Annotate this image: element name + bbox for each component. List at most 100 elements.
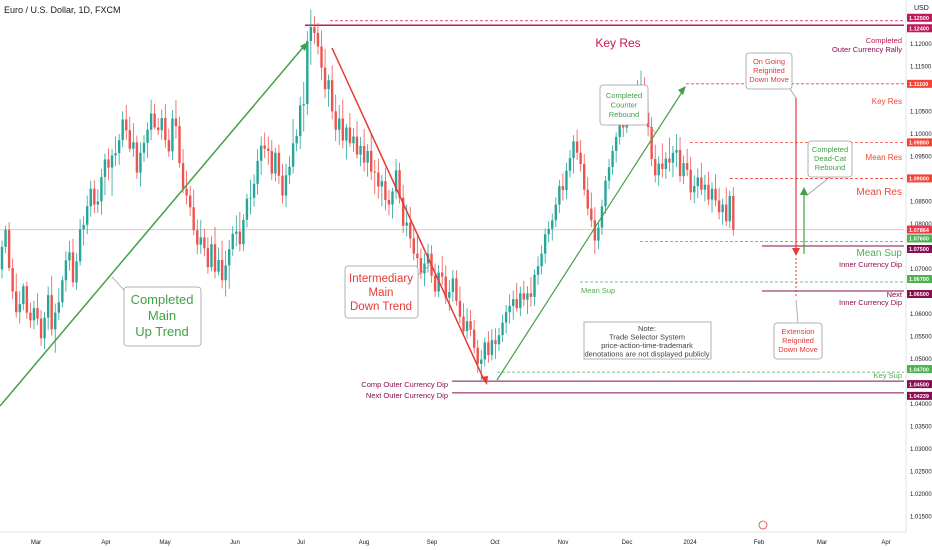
reignited-callout-text: Down Move [749, 75, 789, 84]
candle-body [7, 229, 11, 269]
candle-body [316, 32, 320, 47]
price-tag-label: 1.04500 [909, 382, 929, 388]
candle-body [494, 340, 497, 345]
candle-body [703, 184, 707, 190]
time-tick-label: Apr [881, 540, 890, 546]
candle-body [213, 244, 217, 272]
candle-body [529, 293, 533, 297]
candle-body [15, 291, 18, 313]
candle-body [274, 152, 277, 174]
price-tick-label: 1.05000 [910, 357, 932, 363]
downtrend-callout-pointer [417, 264, 431, 276]
candle-body [117, 140, 121, 154]
candle-body [593, 220, 597, 241]
main-uptrend-callout-text: Completed [131, 292, 194, 307]
main-uptrend-callout-pointer [111, 276, 125, 291]
time-tick-label: Sep [427, 540, 438, 546]
candle-body [380, 181, 384, 187]
candle-body [401, 197, 405, 226]
candle-body [487, 342, 490, 355]
candle-body [597, 227, 600, 241]
candle-body [412, 238, 415, 254]
candle-body [419, 258, 423, 274]
candle-body [519, 293, 522, 309]
candle-body [306, 41, 309, 105]
price-tick-label: 1.08500 [910, 199, 932, 205]
candle-body [135, 142, 139, 173]
candle-body [96, 201, 100, 205]
candle-body [714, 188, 717, 201]
candle-body [405, 222, 408, 226]
candle-body [110, 155, 114, 168]
note-text: Note: [638, 324, 656, 333]
candle-body [565, 170, 568, 191]
counter-rebound-callout-text: Counter [611, 101, 638, 110]
time-tick-label: May [159, 540, 170, 546]
candle-body [291, 143, 295, 167]
time-tick-label: Jun [230, 540, 240, 546]
candle-body [252, 183, 256, 198]
candle-body [203, 237, 206, 249]
candle-body [341, 118, 344, 141]
candle-body [206, 248, 210, 268]
candle-body [71, 252, 75, 283]
candle-body [54, 312, 57, 330]
symbol-title: Euro / U.S. Dollar, 1D, FXCM [4, 5, 121, 15]
candle-body [398, 170, 401, 198]
candle-body [167, 140, 171, 152]
main-downtrend-arrowhead [481, 376, 488, 385]
candle-body [82, 224, 85, 230]
time-tick-label: Dec [622, 540, 633, 546]
candle-body [181, 163, 185, 189]
candle-body [526, 293, 529, 300]
candle-body [501, 322, 504, 336]
candle-body [480, 359, 483, 364]
price-tick-label: 1.03500 [910, 425, 932, 431]
candle-body [164, 118, 167, 141]
candle-body [377, 172, 380, 187]
candle-body [568, 158, 572, 171]
price-tick-label: 1.10000 [910, 132, 932, 138]
candle-body [263, 145, 266, 149]
candle-body [242, 219, 245, 245]
main-uptrend-callout-text: Up Trend [135, 324, 188, 339]
candle-body [668, 158, 671, 163]
price-tick-label: 1.05500 [910, 335, 932, 341]
price-tag [907, 365, 932, 374]
candle-body [178, 126, 181, 164]
event-flag-icon[interactable] [758, 520, 768, 530]
next-outer-currency-dip-label: Next Outer Currency Dip [366, 391, 448, 400]
candle-body [604, 180, 607, 207]
price-tag-label: 1.09800 [909, 141, 929, 147]
candle-body [586, 189, 589, 209]
note-box [583, 321, 712, 360]
candle-body [160, 118, 163, 131]
extension-callout-text: Extension [782, 327, 815, 336]
inner-currency-dip-label: Inner Currency Dip [839, 260, 902, 269]
candle-body [607, 167, 611, 181]
time-tick-label: Mar [817, 540, 827, 546]
candle-body [103, 159, 107, 178]
price-tick-label: 1.02000 [910, 492, 932, 498]
candle-body [490, 340, 494, 355]
price-tag-label: 1.04239 [909, 394, 929, 400]
candle-body [256, 160, 259, 184]
candle-body [614, 136, 618, 151]
price-tag-label: 1.07864 [909, 228, 930, 234]
time-tick-label: Mar [31, 540, 41, 546]
dead-cat-callout-text: Dead-Cat [814, 154, 847, 163]
downtrend-callout-text: Down Trend [350, 301, 412, 313]
candle-body [245, 198, 249, 220]
candle-body [93, 188, 96, 205]
price-tick-label: 1.04000 [910, 402, 932, 408]
candle-body [210, 244, 213, 268]
candle-body [732, 195, 735, 230]
candle-body [185, 188, 188, 196]
candle-body [536, 266, 540, 275]
reignited-down-move-arrowhead [792, 248, 800, 256]
price-tick-label: 1.01500 [910, 515, 932, 521]
candle-body [128, 130, 131, 149]
candle-body [611, 150, 614, 168]
candle-body [249, 197, 252, 199]
